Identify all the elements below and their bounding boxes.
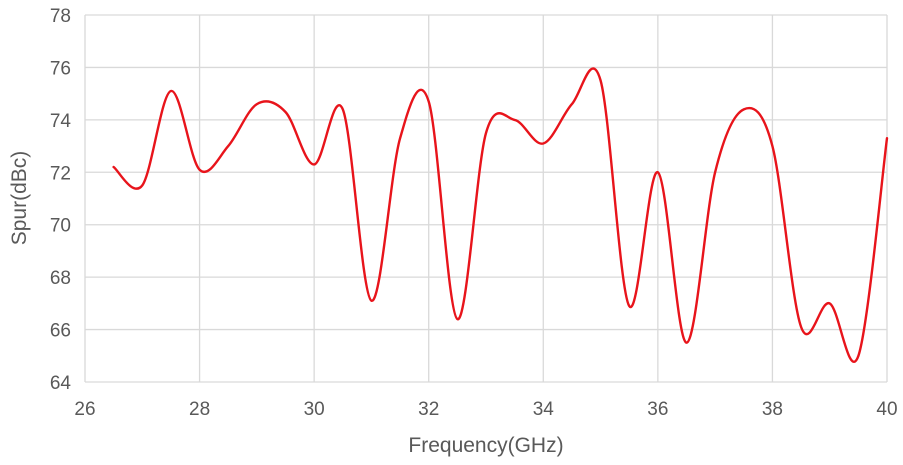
y-tick-label: 66 xyxy=(50,321,71,342)
x-tick-label: 40 xyxy=(876,399,897,420)
grid xyxy=(84,14,888,383)
series-layer xyxy=(112,67,889,363)
y-tick-label: 64 xyxy=(50,373,72,394)
x-tick-label: 36 xyxy=(647,399,668,420)
series-line xyxy=(112,67,889,363)
y-tick-label: 68 xyxy=(50,268,71,289)
y-tick-label: 76 xyxy=(50,58,71,79)
x-tick-label: 34 xyxy=(533,399,555,420)
y-tick-label: 72 xyxy=(50,163,71,184)
x-tick-label: 26 xyxy=(74,399,95,420)
y-axis-ticks: 64 66 68 70 72 74 76 78 xyxy=(50,6,72,394)
y-axis-title: Spur(dBc) xyxy=(8,151,31,246)
x-tick-label: 30 xyxy=(304,399,325,420)
y-tick-label: 78 xyxy=(50,6,71,27)
y-tick-label: 74 xyxy=(50,111,72,132)
y-tick-label: 70 xyxy=(50,216,71,237)
x-axis-title: Frequency(GHz) xyxy=(408,434,563,457)
x-axis-ticks: 26 28 30 32 34 36 38 40 xyxy=(74,399,897,420)
x-tick-label: 32 xyxy=(418,399,439,420)
x-tick-label: 28 xyxy=(189,399,210,420)
x-tick-label: 38 xyxy=(762,399,783,420)
